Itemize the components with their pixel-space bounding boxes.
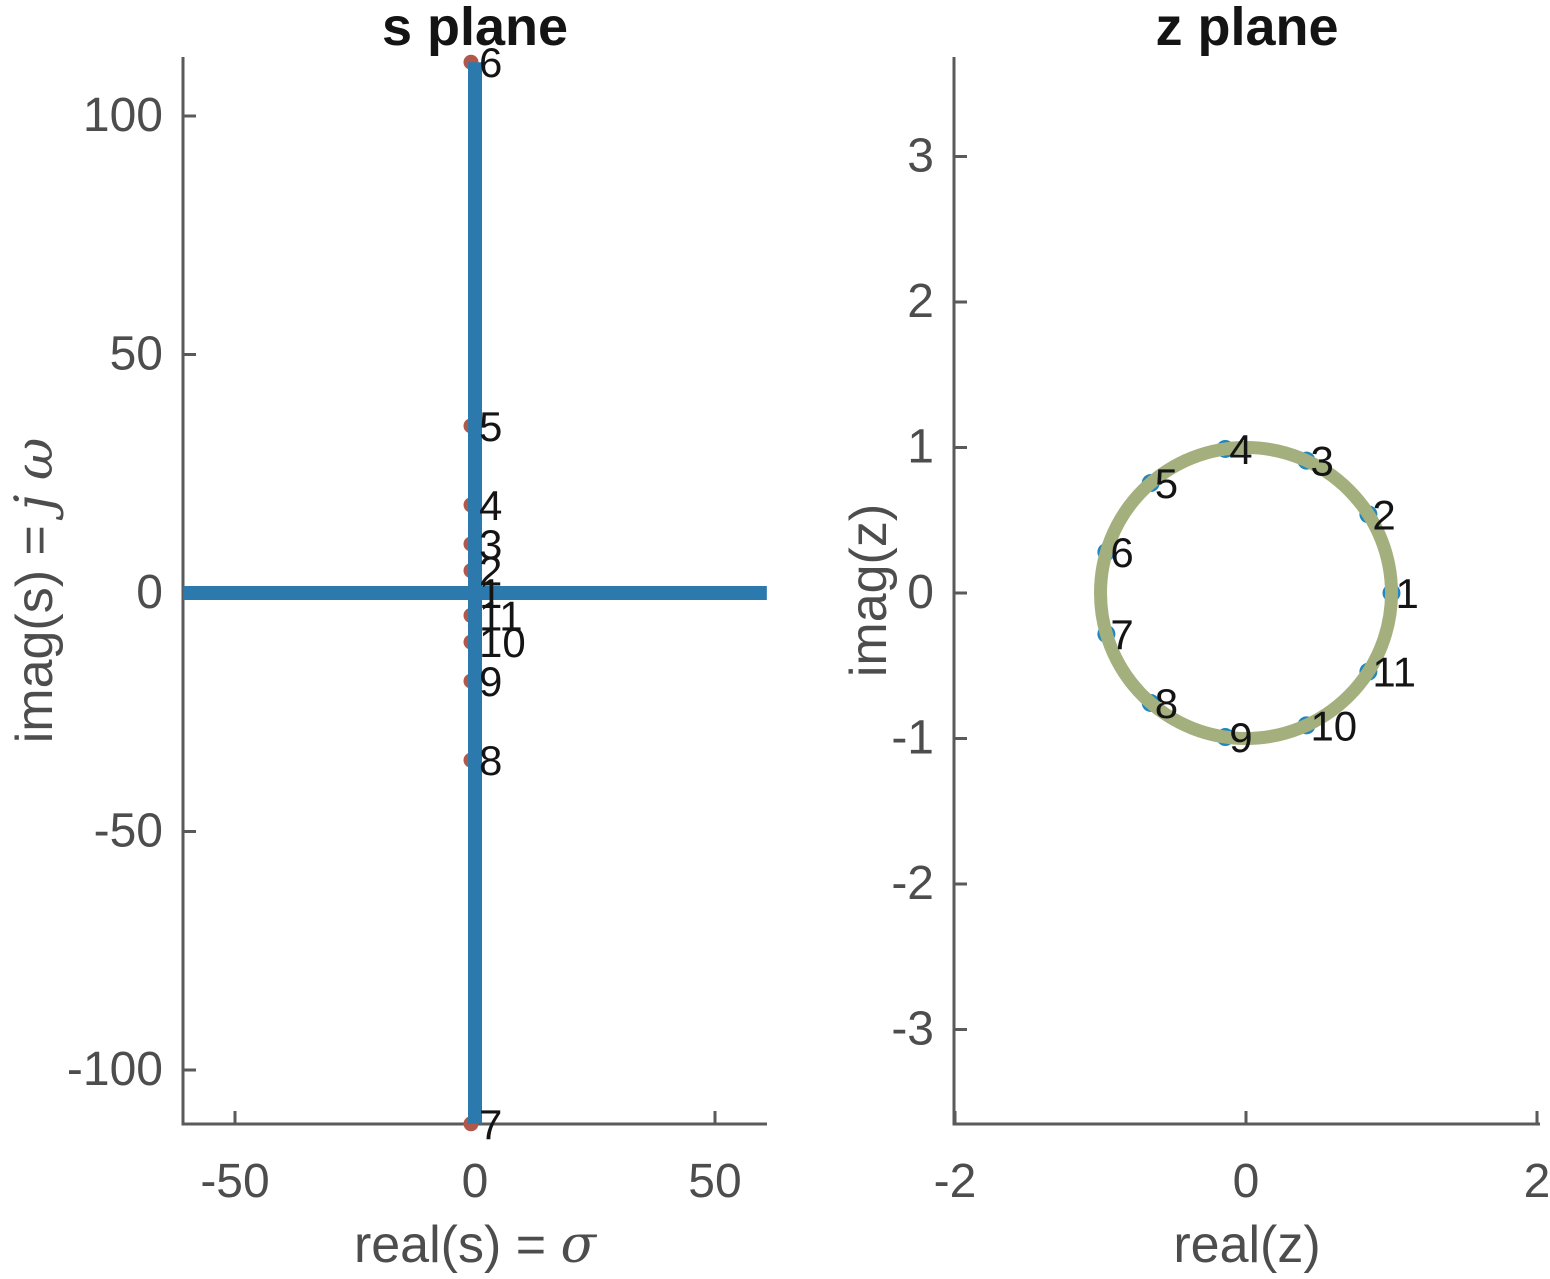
- x-tick-label: 2: [1524, 1155, 1550, 1208]
- sample-point-label: 6: [479, 39, 502, 86]
- sample-point-label: 11: [1372, 649, 1416, 696]
- sample-point-label: 4: [479, 482, 502, 529]
- sample-point-label: 7: [1110, 611, 1133, 658]
- sample-point-label: 11: [479, 592, 523, 639]
- sample-point-label: 2: [479, 548, 502, 595]
- sample-point-label: 8: [1155, 680, 1178, 727]
- sample-point-label: 2: [1372, 491, 1395, 538]
- sample-point-label: 5: [1155, 460, 1178, 507]
- sample-point-label: 10: [479, 619, 526, 666]
- x-tick-label: -50: [200, 1155, 269, 1208]
- y-tick-label: -2: [891, 857, 934, 910]
- sample-point-label: 9: [479, 658, 502, 705]
- sample-point-label: 1: [479, 570, 502, 617]
- y-tick-label: 3: [907, 130, 934, 183]
- sample-point-label: 7: [479, 1101, 502, 1148]
- sample-point-label: 9: [1229, 714, 1252, 761]
- x-axis-label: real(s) = σ: [354, 1215, 598, 1275]
- sample-point-label: 8: [479, 737, 502, 784]
- y-tick-label: -50: [94, 805, 163, 858]
- y-axis-label: imag(s) = j ω: [5, 438, 65, 744]
- y-tick-label: 1: [907, 421, 934, 474]
- plot-title: z plane: [1155, 0, 1338, 57]
- plot-title: s plane: [382, 0, 568, 57]
- sample-point-label: 10: [1310, 702, 1357, 749]
- y-tick-label: 0: [907, 566, 934, 619]
- y-tick-label: -1: [891, 712, 934, 765]
- x-axis-label: real(z): [1173, 1216, 1320, 1274]
- sample-point-label: 3: [1310, 438, 1333, 485]
- x-tick-label: 50: [688, 1155, 741, 1208]
- x-tick-label: 0: [462, 1155, 489, 1208]
- x-tick-label: 0: [1233, 1155, 1260, 1208]
- sample-point-label: 4: [1229, 426, 1252, 473]
- sample-point-label: 1: [1396, 570, 1419, 617]
- y-tick-label: 0: [136, 566, 163, 619]
- unit-circle: [1094, 441, 1398, 745]
- x-tick-label: -2: [934, 1155, 977, 1208]
- y-axis-label: imag(z): [840, 504, 898, 677]
- y-tick-label: -3: [891, 1003, 934, 1056]
- y-tick-label: 100: [83, 89, 163, 142]
- y-tick-label: -100: [67, 1043, 163, 1096]
- sample-point-label: 5: [479, 403, 502, 450]
- sample-point-label: 3: [479, 521, 502, 568]
- s-plane-plot: -50 0 50 -100 -50 0 50 100 s plane real(s) = σ ima…: [5, 0, 767, 1275]
- y-tick-label: 2: [907, 275, 934, 328]
- sample-point-label: 6: [1110, 529, 1133, 576]
- y-tick-label: 50: [110, 328, 163, 381]
